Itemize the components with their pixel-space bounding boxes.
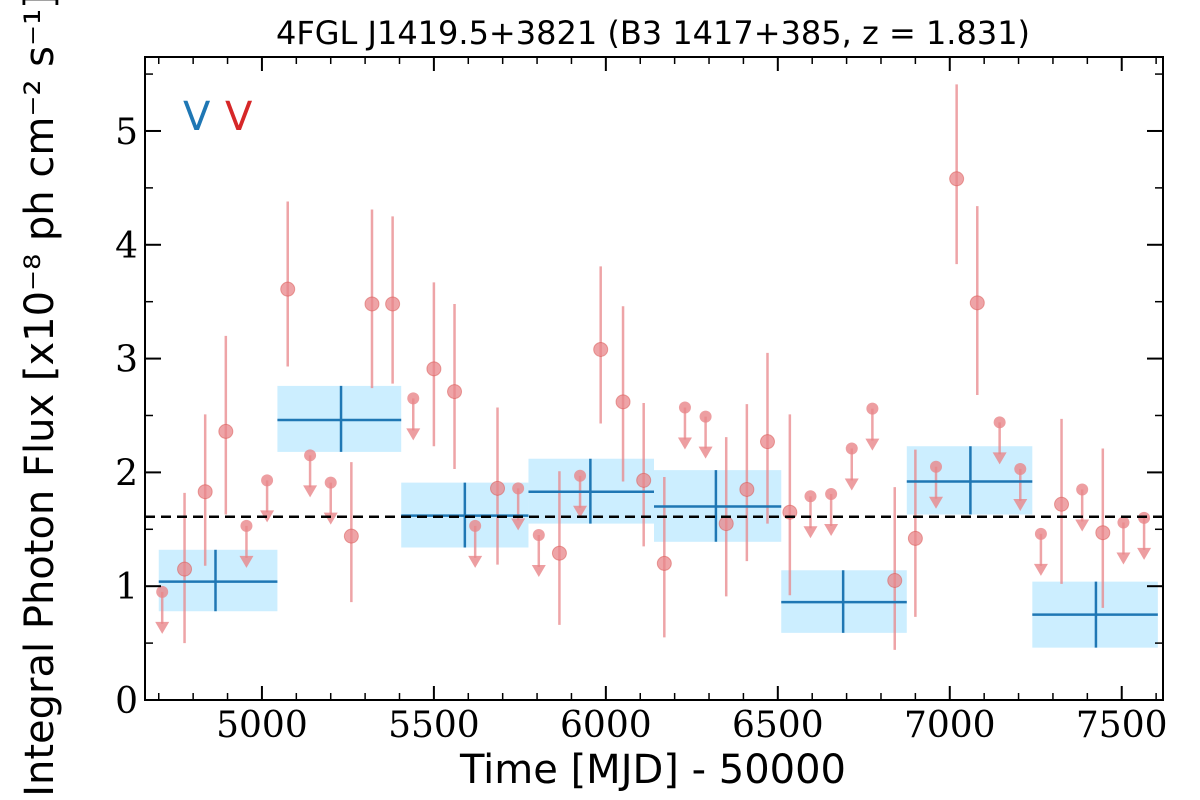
upper-limit-arrowhead	[531, 564, 546, 577]
short-bin-point	[385, 296, 401, 312]
upper-limit-point	[678, 401, 691, 414]
upper-limit-arrowhead	[698, 446, 713, 459]
short-bin-point	[718, 516, 734, 532]
upper-limit-point	[699, 410, 712, 423]
short-bin-point	[1095, 525, 1111, 541]
short-bin-point	[636, 472, 652, 488]
upper-limit-point	[240, 519, 253, 532]
x-tick-label: 5500	[388, 705, 480, 746]
chart-title: 4FGL J1419.5+3821 (B3 1417+385, z = 1.83…	[276, 14, 1030, 52]
x-axis-label: Time [MJD] - 50000	[459, 747, 846, 793]
upper-limit-arrowhead	[303, 485, 318, 498]
upper-limit-arrowhead	[929, 496, 944, 509]
short-bin-point	[969, 295, 985, 311]
short-bin-point	[218, 423, 234, 439]
upper-limit-point	[930, 460, 943, 473]
upper-limit-arrowhead	[824, 524, 839, 537]
short-bin-point	[759, 434, 775, 450]
short-bin-point	[739, 481, 755, 497]
upper-limit-point	[825, 488, 838, 501]
y-tick-label: 5	[115, 112, 138, 153]
legend-marker-blue: V	[183, 94, 211, 140]
upper-limit-point	[993, 416, 1006, 429]
upper-limit-point	[532, 528, 545, 541]
short-bin-point	[656, 555, 672, 571]
upper-limit-arrowhead	[1033, 563, 1048, 576]
upper-limit-arrowhead	[406, 428, 421, 441]
upper-limit-point	[1117, 516, 1130, 529]
upper-limit-point	[866, 402, 879, 415]
short-bin-point	[1054, 496, 1070, 512]
plot-frame	[144, 56, 1164, 701]
upper-limit-point	[512, 482, 525, 495]
upper-limit-arrowhead	[992, 452, 1007, 465]
upper-limit-arrowhead	[1075, 519, 1090, 532]
short-bin-point	[615, 394, 631, 410]
plot-layer	[145, 84, 1163, 650]
upper-limit-arrowhead	[323, 512, 338, 525]
upper-limit-point	[469, 519, 482, 532]
upper-limit-point	[1076, 483, 1089, 496]
short-bin-point	[593, 341, 609, 357]
x-tick-label: 7500	[1076, 705, 1168, 746]
y-tick-label: 0	[115, 681, 138, 722]
x-tick-label: 5000	[216, 705, 308, 746]
y-tick-label: 2	[115, 453, 138, 494]
upper-limit-arrowhead	[239, 555, 254, 568]
upper-limit-point	[304, 449, 317, 462]
y-tick-label: 3	[115, 340, 138, 381]
legend-marker-red: V	[225, 94, 253, 140]
upper-limit-point	[156, 585, 169, 598]
x-tick-label: 7000	[904, 705, 996, 746]
short-bin-point	[551, 545, 567, 561]
upper-limit-point	[324, 476, 337, 489]
upper-limit-arrowhead	[573, 505, 588, 518]
upper-limit-arrowhead	[1137, 547, 1152, 560]
upper-limit-arrowhead	[468, 555, 483, 568]
short-bin-point	[490, 480, 506, 496]
upper-limit-point	[1014, 462, 1027, 475]
y-axis-label: Integral Photon Flux [x10⁻⁸ ph cm⁻² s⁻¹]	[17, 0, 63, 797]
short-bin-point	[364, 296, 380, 312]
upper-limit-arrowhead	[844, 478, 859, 491]
x-tick-label: 6000	[560, 705, 652, 746]
short-bin-point	[177, 561, 193, 577]
upper-limit-point	[1034, 527, 1047, 540]
short-bin-point	[343, 528, 359, 544]
short-bin-point	[426, 361, 442, 377]
short-bin-point	[447, 384, 463, 400]
upper-limit-point	[261, 474, 274, 487]
upper-limit-arrowhead	[803, 526, 818, 539]
short-bin-point	[887, 573, 903, 589]
y-tick-label: 4	[115, 226, 138, 267]
upper-limit-arrowhead	[511, 518, 526, 531]
short-bin-point	[197, 484, 213, 500]
short-bin-point	[949, 171, 965, 187]
y-tick-label: 1	[115, 567, 138, 608]
upper-limit-arrowhead	[677, 437, 692, 450]
upper-limit-point	[574, 469, 587, 482]
x-tick-label: 6500	[732, 705, 824, 746]
upper-limit-arrowhead	[865, 438, 880, 451]
upper-limit-arrowhead	[1013, 498, 1028, 511]
upper-limit-point	[804, 490, 817, 503]
axis-ticks: 5000 5500 6000 6500 7000 7500 0 1 2 3 4 5	[115, 57, 1168, 746]
upper-limit-point	[845, 442, 858, 455]
upper-limit-point	[407, 392, 420, 405]
short-bin-point	[907, 530, 923, 546]
upper-limit-arrowhead	[1116, 552, 1131, 565]
upper-limit-arrowhead	[260, 510, 275, 523]
short-bin-point	[280, 281, 296, 297]
upper-limit-arrowhead	[155, 621, 170, 634]
